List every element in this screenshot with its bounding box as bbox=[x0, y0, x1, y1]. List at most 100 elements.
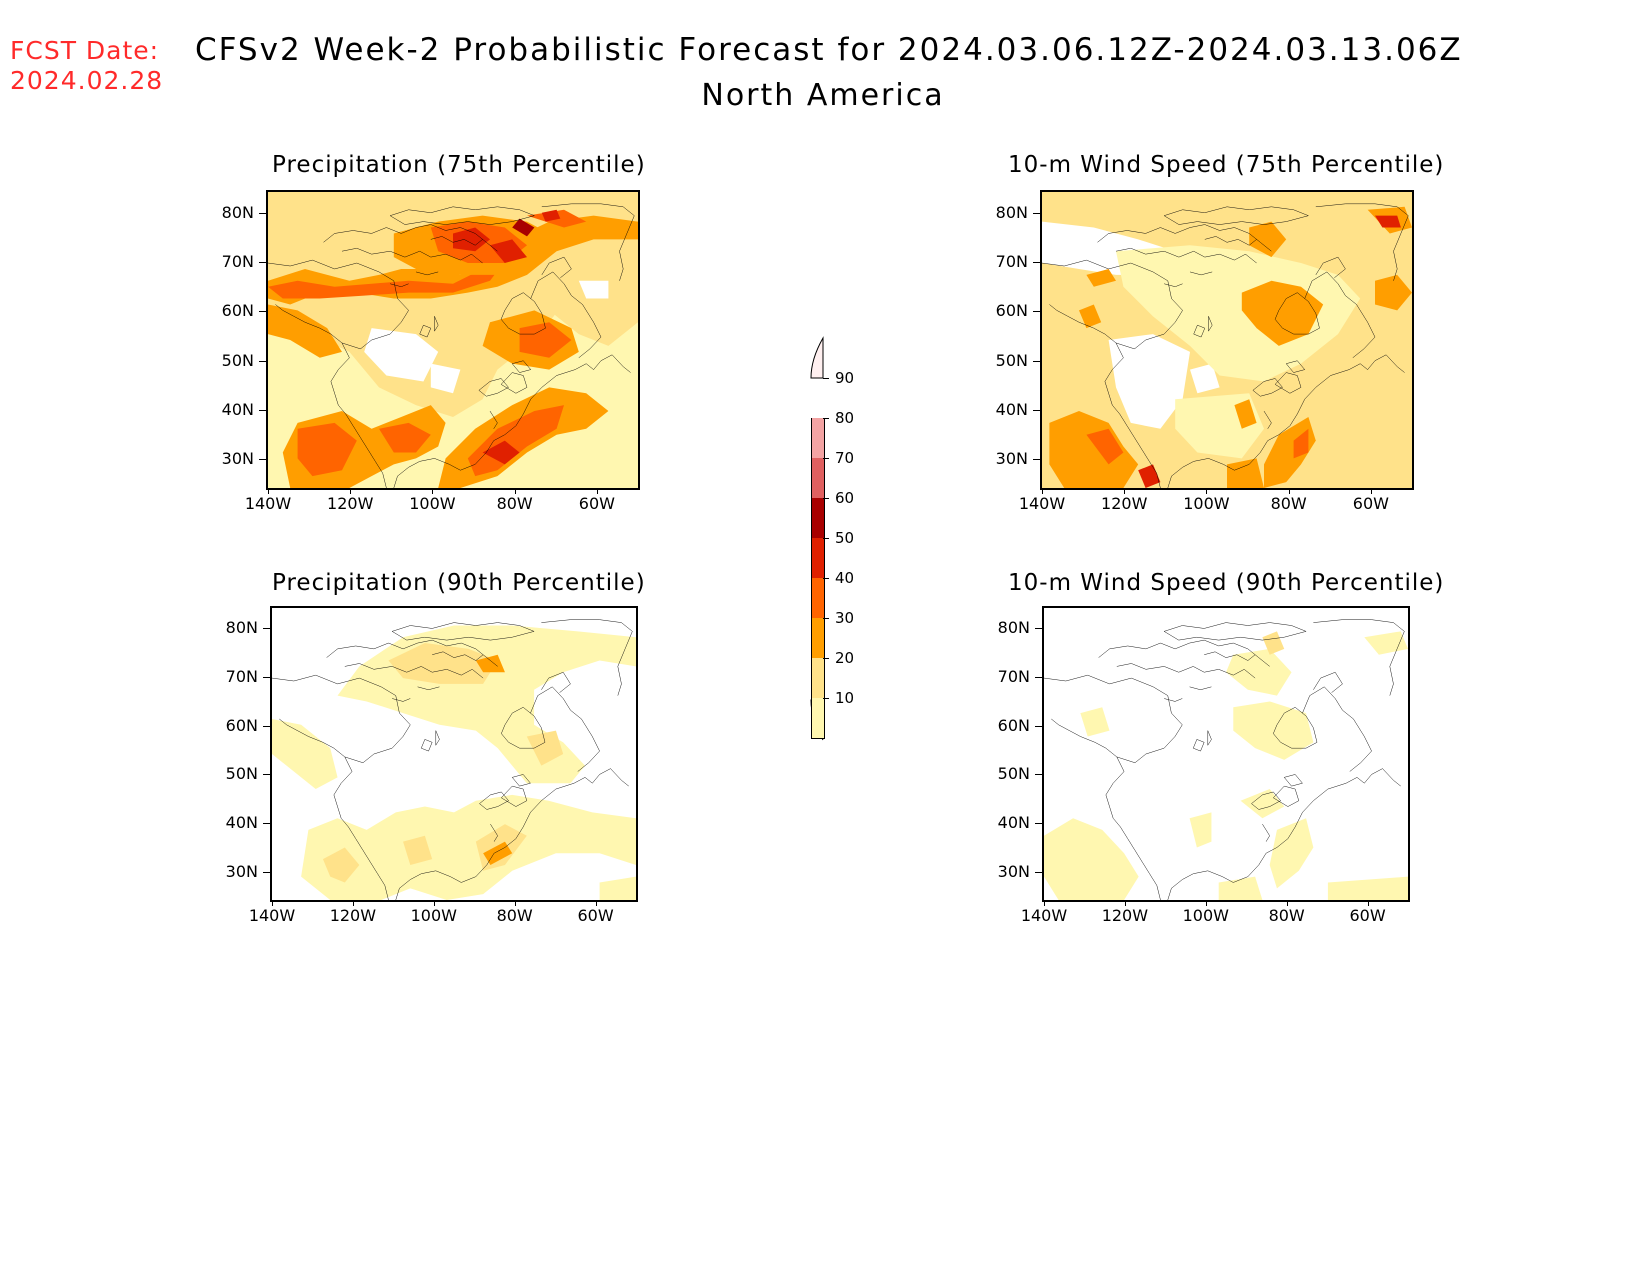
coastline-segment bbox=[1251, 792, 1280, 810]
longitude-label: 80W bbox=[496, 906, 533, 925]
colorbar-segment bbox=[811, 698, 825, 739]
latitude-tick bbox=[259, 360, 266, 362]
probability-shading bbox=[430, 363, 461, 394]
longitude-tick bbox=[433, 900, 435, 906]
longitude-label: 80W bbox=[1270, 494, 1307, 513]
longitude-tick bbox=[432, 488, 434, 494]
colorbar-segment bbox=[811, 658, 825, 699]
probability-shading bbox=[1249, 221, 1287, 258]
probability-shading bbox=[268, 304, 342, 358]
probability-shading bbox=[1262, 631, 1285, 655]
probability-shading bbox=[1044, 818, 1139, 900]
probability-shading bbox=[322, 847, 360, 883]
map-canvas bbox=[268, 192, 638, 488]
latitude-label: 40N bbox=[221, 400, 254, 419]
latitude-label: 40N bbox=[995, 400, 1028, 419]
coastline-segment bbox=[436, 731, 440, 746]
coastline-segment bbox=[435, 316, 439, 331]
colorbar-segment bbox=[811, 578, 825, 619]
latitude-label: 30N bbox=[995, 449, 1028, 469]
longitude-tick bbox=[514, 900, 516, 906]
longitude-tick bbox=[350, 488, 352, 494]
longitude-tick bbox=[1124, 900, 1126, 906]
panel-title: 10-m Wind Speed (90th Percentile) bbox=[1008, 570, 1445, 596]
latitude-tick bbox=[263, 725, 270, 727]
latitude-label: 60N bbox=[997, 715, 1030, 735]
map-canvas bbox=[272, 608, 636, 900]
longitude-tick bbox=[1042, 488, 1043, 494]
forecast-date-value: 2024.02.28 bbox=[10, 66, 164, 95]
coastline-segment bbox=[490, 411, 497, 429]
colorbar-segment bbox=[811, 418, 825, 459]
probability-shading bbox=[467, 405, 564, 477]
coastline-segment bbox=[479, 378, 509, 396]
coastline-segment bbox=[1099, 640, 1270, 666]
coastline-segment bbox=[490, 824, 497, 842]
coastline-segment bbox=[1194, 325, 1205, 337]
probability-shading bbox=[268, 251, 513, 299]
coastline-segment bbox=[421, 739, 432, 751]
coastline-segment bbox=[541, 620, 632, 696]
longitude-tick bbox=[1288, 488, 1290, 494]
page-subtitle: North America bbox=[0, 78, 1650, 113]
coastline-segment bbox=[1106, 757, 1161, 900]
latitude-tick bbox=[1035, 871, 1042, 873]
latitude-tick bbox=[1033, 410, 1040, 411]
latitude-label: 50N bbox=[995, 350, 1028, 370]
coastline-segment bbox=[531, 272, 601, 358]
latitude-tick bbox=[1033, 360, 1040, 362]
probability-shading bbox=[1240, 789, 1285, 819]
coastline-segment bbox=[1042, 260, 1183, 349]
coastline-segment bbox=[345, 663, 483, 678]
probability-shading bbox=[297, 422, 357, 477]
longitude-tick bbox=[1206, 488, 1208, 494]
longitude-label: 140W bbox=[244, 494, 292, 513]
probability-shading bbox=[1190, 363, 1220, 394]
coastline-segment bbox=[1253, 378, 1283, 396]
colorbar-label: 80 bbox=[835, 409, 855, 427]
longitude-label: 100W bbox=[409, 494, 456, 513]
longitude-label: 140W bbox=[1018, 494, 1066, 513]
coastline-segment bbox=[392, 623, 534, 641]
coastline-segment bbox=[1044, 675, 1182, 763]
latitude-tick bbox=[1035, 677, 1042, 678]
probability-shading bbox=[1227, 458, 1264, 488]
longitude-label: 120W bbox=[1101, 906, 1149, 925]
colorbar-tick bbox=[823, 618, 829, 619]
probability-shading bbox=[388, 643, 498, 684]
coastline-segment bbox=[1313, 620, 1404, 696]
coastline-segment bbox=[1208, 731, 1212, 746]
coastline-segment bbox=[394, 355, 631, 488]
longitude-tick bbox=[1286, 900, 1288, 906]
coastline-segment bbox=[431, 236, 483, 245]
coastline-segment bbox=[1205, 236, 1257, 245]
longitude-tick bbox=[352, 900, 354, 906]
coastline-segment bbox=[275, 304, 342, 342]
probability-colorbar: 90 80 70 60 50 40 30 20 10 bbox=[805, 334, 865, 744]
coastline bbox=[1042, 204, 1408, 488]
coastline-segment bbox=[1168, 769, 1401, 900]
longitude-tick bbox=[595, 900, 597, 906]
coastline-segment bbox=[1164, 623, 1306, 641]
probability-shading bbox=[364, 328, 439, 382]
coastline-segment bbox=[542, 204, 635, 281]
longitude-tick bbox=[1367, 900, 1369, 906]
colorbar-segment bbox=[811, 458, 825, 499]
probability-shading bbox=[534, 268, 638, 346]
longitude-label: 80W bbox=[496, 494, 533, 513]
coastline-segment bbox=[479, 792, 508, 810]
coastline-segment bbox=[390, 284, 409, 287]
coastline-segment bbox=[432, 652, 483, 661]
colorbar-segment bbox=[811, 498, 825, 539]
coastline-segment bbox=[1098, 225, 1272, 252]
coastline-segment bbox=[1275, 373, 1301, 394]
latitude-label: 40N bbox=[225, 813, 258, 832]
colorbar-tick bbox=[823, 578, 829, 579]
latitude-label: 50N bbox=[997, 764, 1030, 784]
coastline-segment bbox=[1284, 774, 1302, 786]
latitude-label: 70N bbox=[225, 667, 258, 686]
colorbar-tick bbox=[823, 698, 829, 699]
probability-shading bbox=[1189, 812, 1212, 848]
wind-75-map bbox=[1040, 190, 1414, 490]
latitude-label: 30N bbox=[997, 861, 1030, 881]
